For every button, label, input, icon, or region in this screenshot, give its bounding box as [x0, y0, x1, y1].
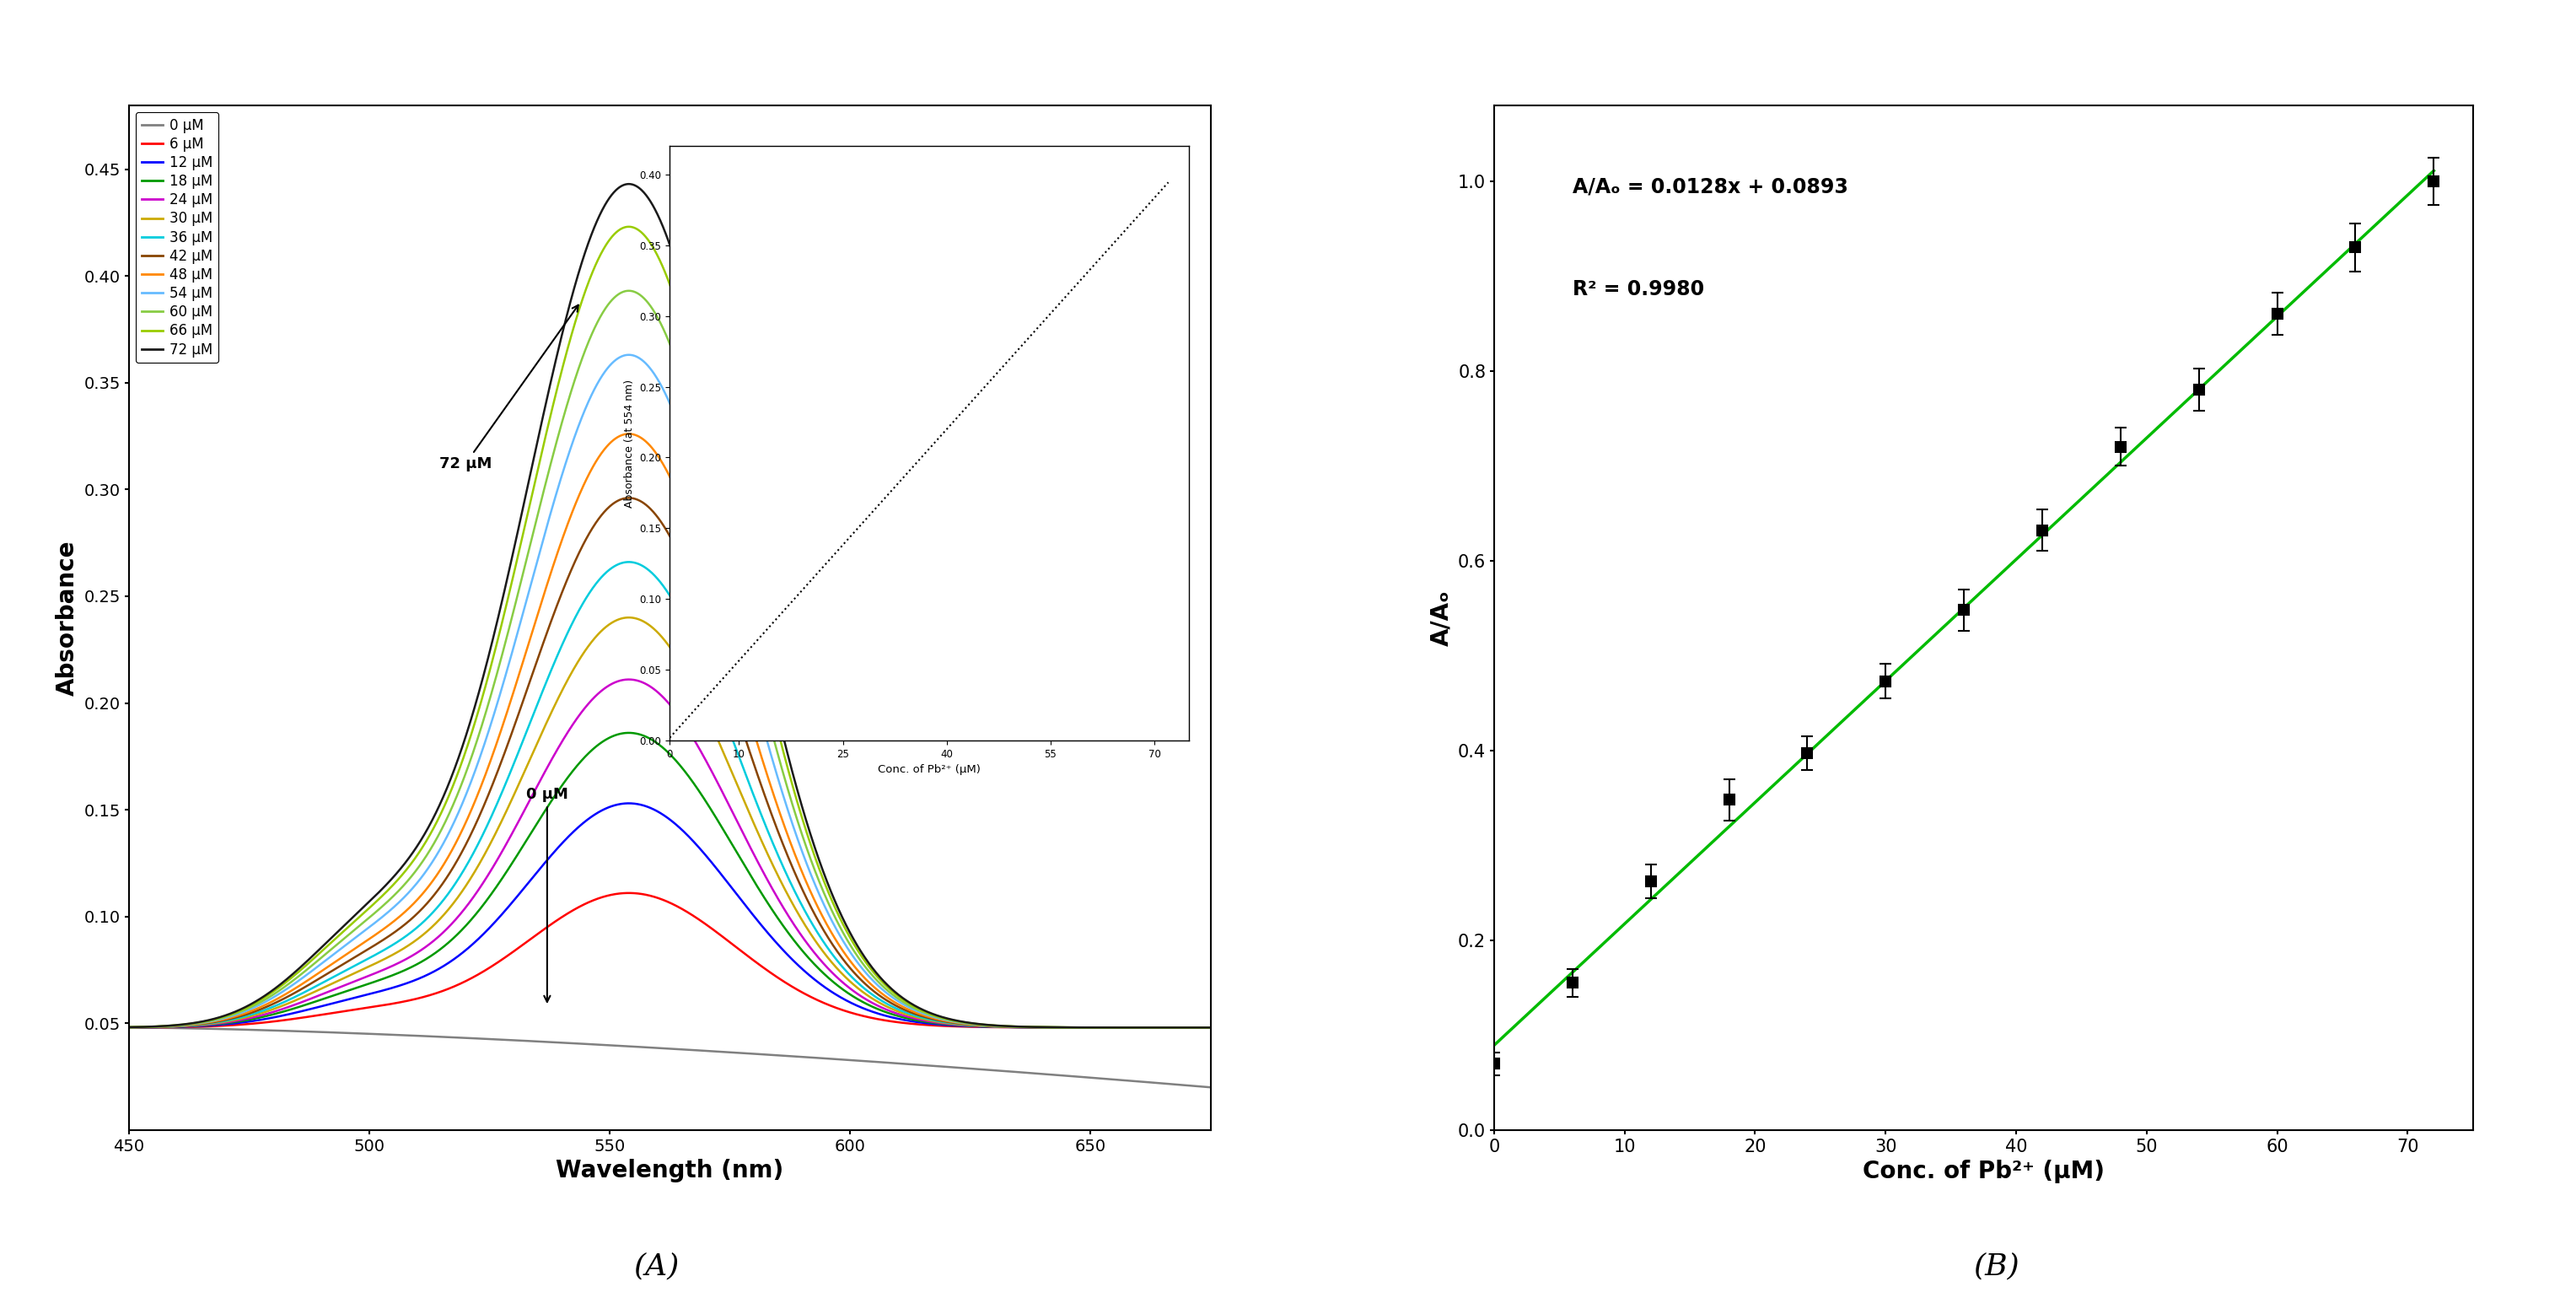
- Text: (B): (B): [1973, 1252, 2020, 1280]
- Text: (A): (A): [634, 1252, 680, 1280]
- Y-axis label: Absorbance: Absorbance: [57, 540, 80, 695]
- Text: 0 μM: 0 μM: [526, 787, 569, 1001]
- Text: 72 μM: 72 μM: [438, 305, 577, 472]
- Y-axis label: A/Aₒ: A/Aₒ: [1430, 590, 1453, 645]
- Text: A/Aₒ = 0.0128x + 0.0893: A/Aₒ = 0.0128x + 0.0893: [1571, 177, 1847, 197]
- X-axis label: Conc. of Pb²⁺ (μM): Conc. of Pb²⁺ (μM): [1862, 1160, 2105, 1184]
- Text: R² = 0.9980: R² = 0.9980: [1571, 280, 1705, 300]
- X-axis label: Wavelength (nm): Wavelength (nm): [556, 1159, 783, 1183]
- Legend: 0 μM, 6 μM, 12 μM, 18 μM, 24 μM, 30 μM, 36 μM, 42 μM, 48 μM, 54 μM, 60 μM, 66 μM: 0 μM, 6 μM, 12 μM, 18 μM, 24 μM, 30 μM, …: [137, 112, 219, 363]
